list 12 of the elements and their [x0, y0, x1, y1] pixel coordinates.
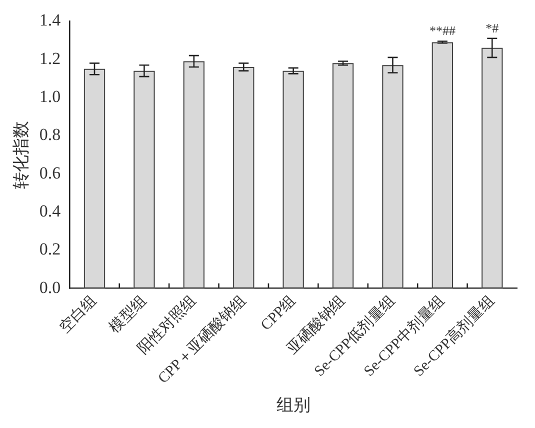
- y-tick-label: 1.2: [39, 48, 61, 68]
- y-tick-label: 0.2: [39, 240, 61, 259]
- y-axis-title: 转化指数: [12, 120, 31, 189]
- annotation: **##: [429, 23, 456, 38]
- y-tick-label: 1.0: [39, 87, 61, 106]
- y-tick-label: 0.8: [39, 125, 61, 144]
- y-tick-label: 0.6: [39, 163, 61, 182]
- annotation: *#: [486, 20, 500, 36]
- x-tick-label: CPP组: [257, 292, 299, 334]
- y-tick-label: 1.4: [39, 10, 62, 30]
- x-axis-title: 组别: [276, 395, 310, 414]
- y-tick-label: 0.4: [39, 201, 62, 220]
